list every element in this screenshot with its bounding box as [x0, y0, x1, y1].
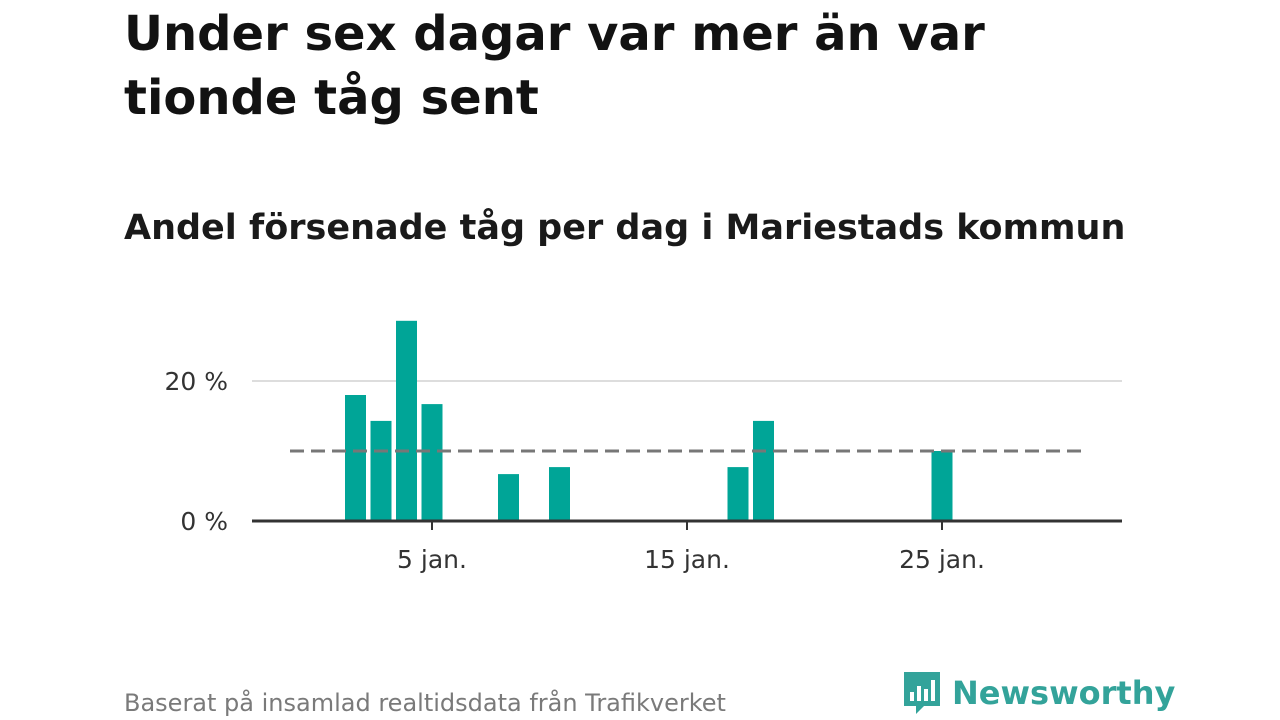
bar: [396, 320, 417, 521]
bar: [345, 395, 366, 521]
source-note: Baserat på insamlad realtidsdata från Tr…: [124, 689, 726, 717]
brand-logo: Newsworthy: [902, 670, 1175, 716]
bar: [370, 420, 392, 521]
chart-title: Under sex dagar var mer än var tionde tå…: [124, 6, 985, 126]
y-tick-label: 20 %: [164, 367, 228, 396]
x-tick-label: 25 jan.: [899, 545, 985, 574]
y-tick-label: 0 %: [180, 507, 228, 536]
brand-name: Newsworthy: [952, 674, 1176, 712]
bar: [549, 467, 570, 521]
newsworthy-logo-icon: [904, 672, 940, 714]
bar: [753, 420, 774, 521]
bar: [421, 404, 443, 521]
bar: [498, 474, 519, 521]
x-tick-label: 5 jan.: [397, 545, 467, 574]
bar: [931, 451, 953, 521]
x-tick-label: 15 jan.: [644, 545, 730, 574]
chart-subtitle: Andel försenade tåg per dag i Mariestads…: [124, 208, 1126, 248]
bar: [727, 467, 749, 521]
